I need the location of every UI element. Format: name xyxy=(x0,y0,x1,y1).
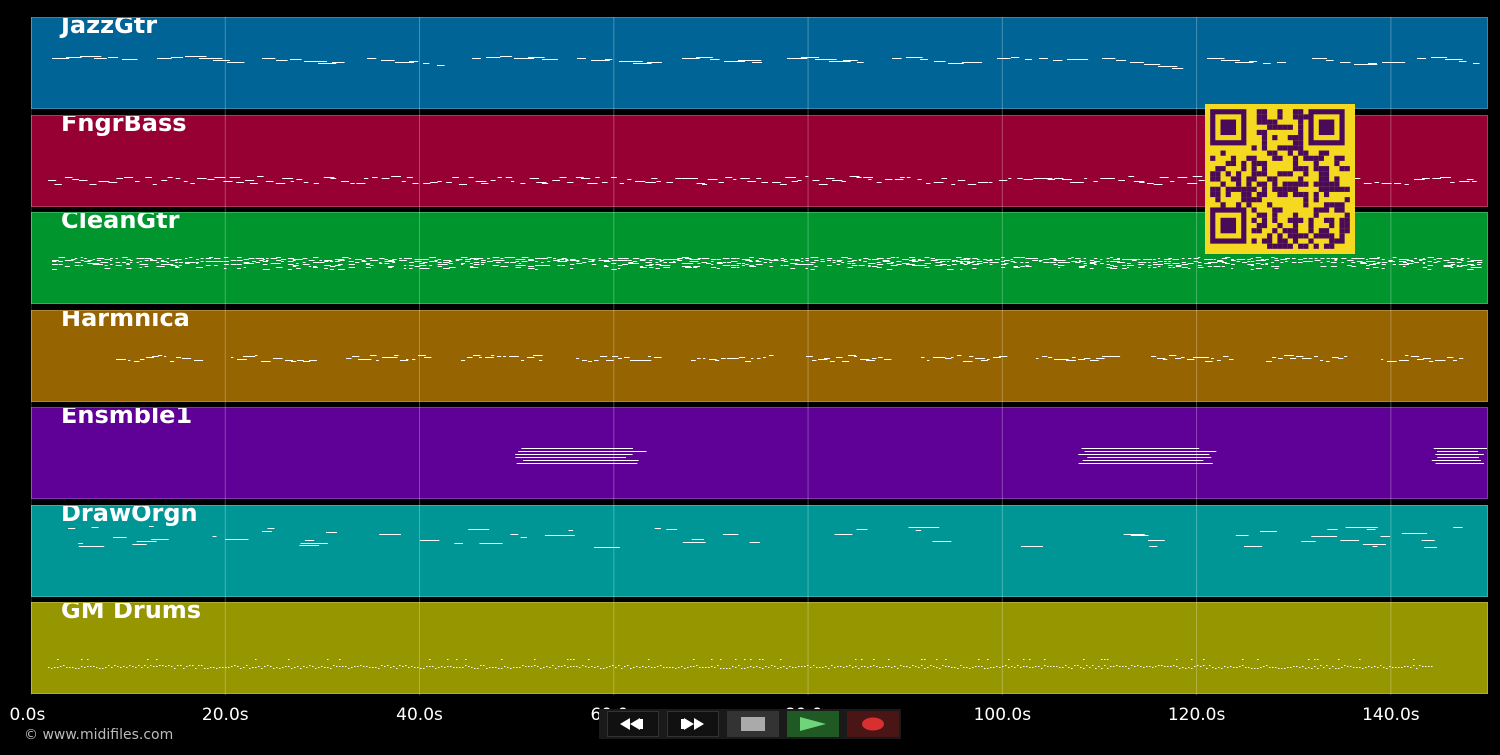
track-lane: GM Drums xyxy=(31,602,1488,694)
tick-label: 20.0s xyxy=(201,705,249,725)
note-marks xyxy=(116,354,1464,362)
track-name: GM Drums xyxy=(61,602,202,624)
copyright-text: © www.midifiles.com xyxy=(24,727,174,743)
rewind-icon xyxy=(620,718,643,730)
track-name: Harmnica xyxy=(61,309,190,332)
stop-icon xyxy=(741,717,765,731)
track-name: Ensmble1 xyxy=(61,407,193,429)
fast-forward-button[interactable] xyxy=(667,711,719,737)
record-icon xyxy=(862,717,884,731)
track-lane: Harmnica xyxy=(31,309,1488,402)
piano-roll-tracks: JazzGtr FngrBass CleanGtr Harmnica Ensmble1 D… xyxy=(31,17,1488,695)
note-marks xyxy=(52,56,1480,69)
track-name: DrawOrgn xyxy=(61,504,198,527)
tick-label: 120.0s xyxy=(1167,705,1226,725)
qr-code xyxy=(1205,104,1355,254)
fast-forward-icon xyxy=(681,718,704,730)
tick-label: 0.0s xyxy=(9,705,46,725)
play-button[interactable] xyxy=(787,711,839,737)
note-marks xyxy=(52,257,1483,270)
track-name: FngrBass xyxy=(61,114,187,137)
track-name: CleanGtr xyxy=(61,212,180,234)
note-marks xyxy=(515,448,1487,464)
transport-controls xyxy=(599,709,901,739)
tick-label: 40.0s xyxy=(396,705,443,725)
record-button[interactable] xyxy=(847,711,899,737)
track-lane: DrawOrgn xyxy=(31,504,1488,597)
play-icon xyxy=(800,717,826,731)
tick-label: 140.0s xyxy=(1362,705,1420,725)
track-lane: Ensmble1 xyxy=(31,407,1488,499)
stop-button[interactable] xyxy=(727,711,779,737)
tick-label: 100.0s xyxy=(973,705,1032,725)
track-name: JazzGtr xyxy=(61,17,158,39)
rewind-button[interactable] xyxy=(607,711,659,737)
note-marks xyxy=(68,525,1463,548)
note-marks xyxy=(48,175,1477,185)
note-marks xyxy=(48,659,1433,669)
track-lane: JazzGtr xyxy=(31,17,1488,109)
